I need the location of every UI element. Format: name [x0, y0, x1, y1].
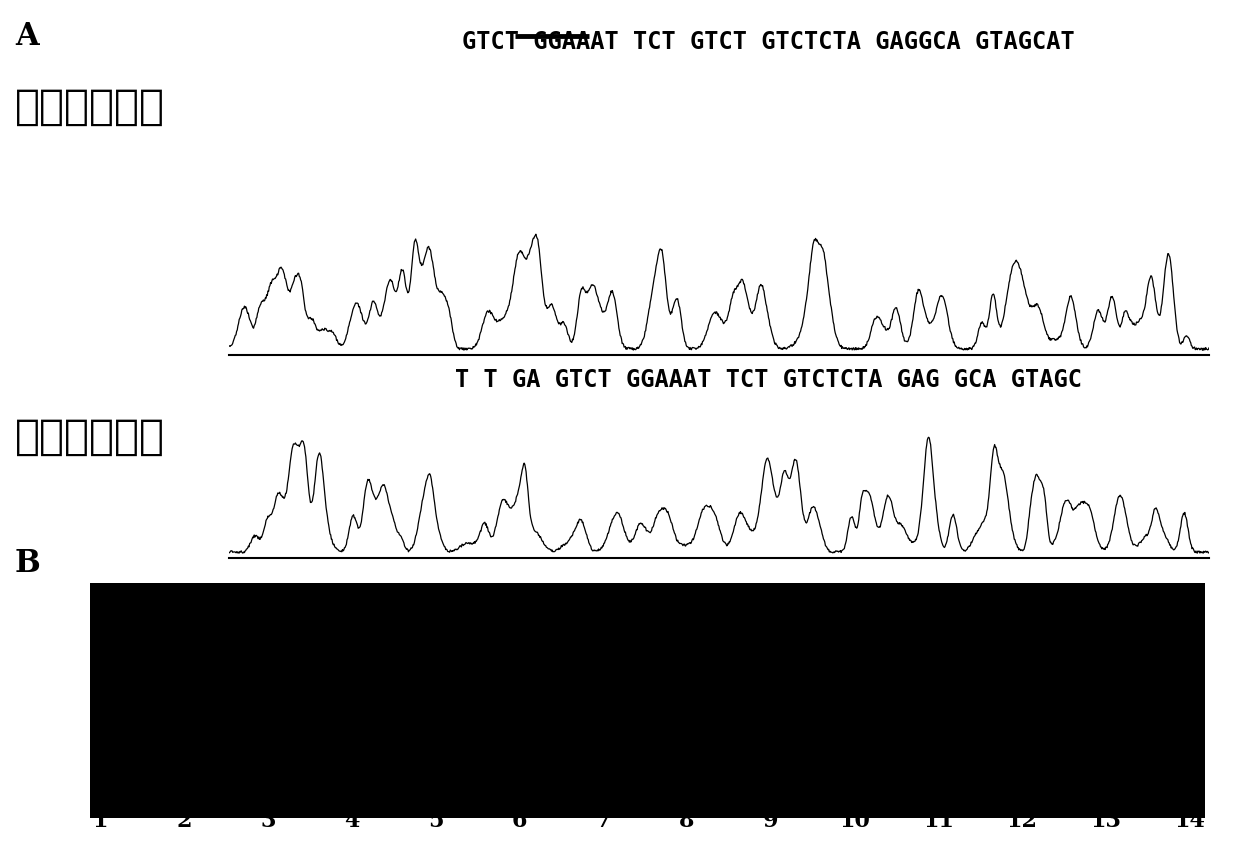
Bar	[91, 583, 1205, 818]
Text: 1: 1	[92, 810, 108, 832]
Text: 7: 7	[595, 810, 611, 832]
Text: 4: 4	[343, 810, 360, 832]
Text: 12: 12	[1007, 810, 1038, 832]
Text: 9: 9	[763, 810, 779, 832]
Text: GTCT GGAAAT TCT GTCT GTCTCTA GAGGCA GTAGCAT: GTCT GGAAAT TCT GTCT GTCTCTA GAGGCA GTAG…	[463, 30, 1075, 53]
Text: 5: 5	[428, 810, 443, 832]
Text: 10: 10	[839, 810, 870, 832]
Text: 14: 14	[1174, 810, 1205, 832]
Text: 6: 6	[511, 810, 527, 832]
Text: 3: 3	[260, 810, 275, 832]
Text: 13: 13	[1091, 810, 1122, 832]
Text: B: B	[15, 548, 41, 579]
Text: 2: 2	[176, 810, 192, 832]
Text: 11: 11	[923, 810, 954, 832]
Text: 插入等位基因: 插入等位基因	[15, 86, 165, 128]
Text: T T GA GTCT GGAAAT TCT GTCTCTA GAG GCA GTAGC: T T GA GTCT GGAAAT TCT GTCTCTA GAG GCA G…	[455, 368, 1083, 392]
Text: 8: 8	[680, 810, 694, 832]
Text: A: A	[15, 21, 38, 52]
Text: 缺失等位基因: 缺失等位基因	[15, 416, 165, 458]
